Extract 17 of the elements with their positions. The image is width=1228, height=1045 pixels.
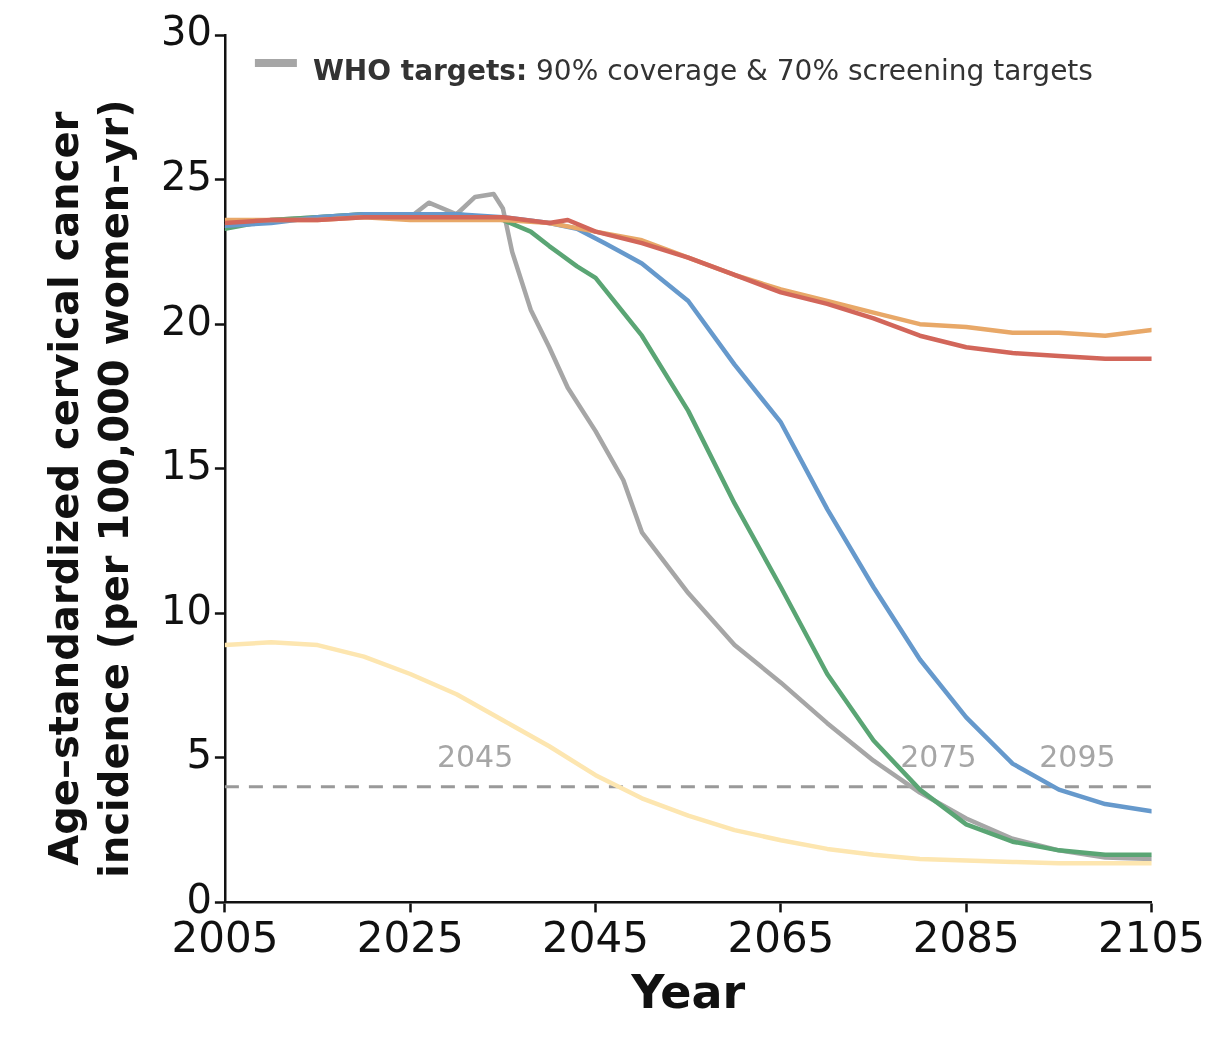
x-tick-label: 2025 <box>356 912 464 962</box>
x-tick-label: 2065 <box>727 912 835 962</box>
y-tick-label: 5 <box>186 731 212 778</box>
y-tick-label: 10 <box>160 586 212 633</box>
y-tick-label: 30 <box>160 8 212 55</box>
legend-label: WHO targets: 90% coverage & 70% screening targets <box>312 54 1093 88</box>
y-axis-title: Age–standardized cervical cancer incidence (per 100,000 women–yr) <box>41 99 138 878</box>
y-tick-label: 15 <box>160 442 212 489</box>
x-tick-label: 2045 <box>542 912 650 962</box>
x-tick-label: 2105 <box>1098 912 1205 962</box>
annotation: 2095 <box>1039 738 1116 774</box>
annotation: 2045 <box>436 738 514 774</box>
x-tick-label: 2085 <box>912 912 1020 962</box>
y-tick-label: 25 <box>160 152 212 199</box>
annotation: 2075 <box>900 738 977 774</box>
x-axis-title: Year <box>630 965 746 1020</box>
y-tick-label: 20 <box>160 297 212 344</box>
